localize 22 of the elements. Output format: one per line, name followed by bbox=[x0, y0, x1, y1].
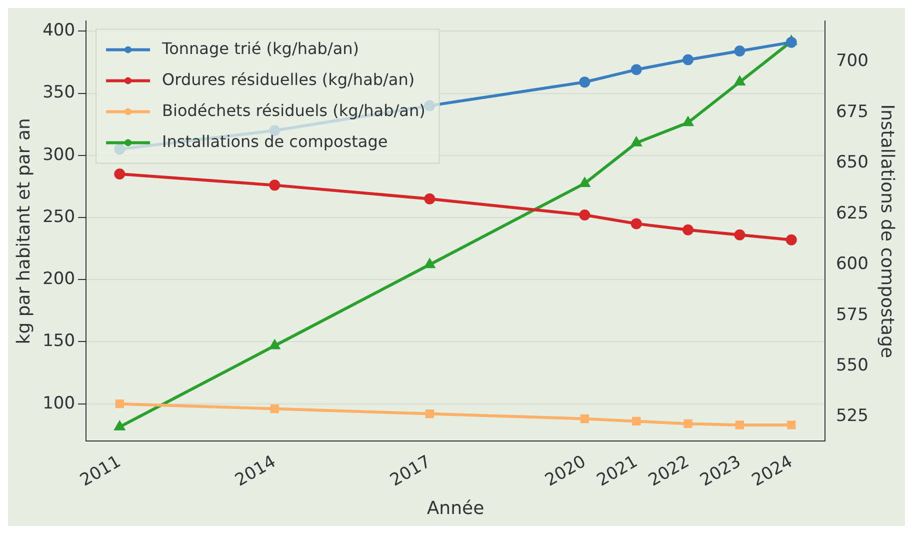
y-tick-label: 250 bbox=[42, 206, 76, 227]
y2-tick-label: 675 bbox=[836, 102, 868, 122]
y2-tick-label: 700 bbox=[836, 51, 868, 72]
y-tick-label: 150 bbox=[42, 331, 76, 352]
y-tick-label: 200 bbox=[42, 269, 76, 290]
y-axis-title: kg par habitant et par an bbox=[13, 118, 34, 344]
legend-label: Tonnage trié (kg/hab/an) bbox=[161, 38, 360, 58]
y2-axis-title: Installations de compostage bbox=[876, 104, 898, 358]
y2-tick-label: 625 bbox=[836, 203, 868, 224]
y-tick-label: 300 bbox=[42, 144, 76, 165]
y2-tick-label: 575 bbox=[836, 304, 868, 325]
legend-label: Ordures résiduelles (kg/hab/an) bbox=[162, 70, 415, 89]
x-axis-title: Année bbox=[426, 498, 484, 519]
legend-label: Installations de compostage bbox=[162, 132, 388, 151]
y2-tick-label: 525 bbox=[836, 406, 868, 426]
legend-label: Biodéchets résiduels (kg/hab/an) bbox=[162, 100, 426, 120]
y-tick-label: 400 bbox=[42, 20, 76, 41]
y-tick-label: 100 bbox=[42, 393, 76, 414]
y-tick-label: 350 bbox=[42, 82, 76, 103]
y2-tick-label: 600 bbox=[836, 254, 868, 274]
y2-tick-label: 550 bbox=[836, 355, 868, 376]
y2-tick-label: 650 bbox=[836, 152, 868, 173]
